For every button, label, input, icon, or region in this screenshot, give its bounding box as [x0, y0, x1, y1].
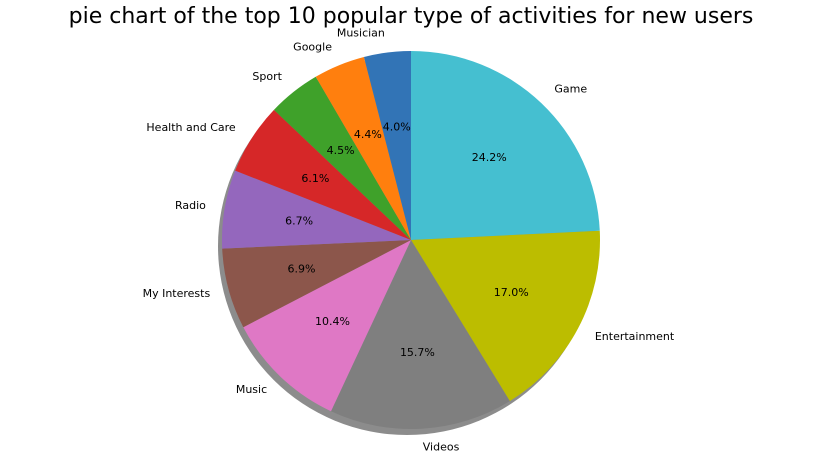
slice-label-health-and-care: Health and Care — [146, 121, 236, 134]
pct-label-radio: 6.7% — [285, 214, 313, 227]
pie-slice-sport — [273, 76, 411, 241]
pie-slice-google — [315, 56, 411, 241]
slice-labels: Game Entertainment Videos Music My Interests… — [143, 27, 675, 454]
pct-label-game: 24.2% — [472, 151, 507, 164]
pie-slice-videos — [330, 240, 510, 429]
slice-label-my-interests: My Interests — [143, 287, 211, 300]
pie-slice-game — [411, 50, 600, 240]
pie-slice-radio — [222, 170, 411, 249]
pct-label-entertainment: 17.0% — [494, 286, 529, 299]
slice-label-radio: Radio — [175, 199, 206, 212]
pie-slices — [222, 50, 601, 429]
slice-label-musician: Musician — [337, 27, 385, 40]
slice-label-game: Game — [554, 82, 587, 95]
chart-title: pie chart of the top 10 popular type of … — [68, 4, 754, 29]
pct-label-musician: 4.0% — [383, 121, 411, 134]
percent-labels: 24.2% 17.0% 15.7% 10.4% 6.9% 6.7% 6.1% 4.5% 4.4%… — [285, 121, 529, 360]
pct-label-google: 4.4% — [354, 128, 382, 141]
pct-label-my-interests: 6.9% — [288, 262, 316, 275]
slice-label-music: Music — [236, 383, 267, 396]
slice-label-google: Google — [293, 41, 332, 54]
pct-label-music: 10.4% — [315, 315, 350, 328]
slice-label-entertainment: Entertainment — [595, 330, 675, 343]
pct-label-health-and-care: 6.1% — [301, 172, 329, 185]
pct-label-videos: 15.7% — [400, 346, 435, 359]
pie-slice-music — [243, 240, 411, 412]
slice-label-videos: Videos — [423, 441, 460, 454]
pie-slice-entertainment — [411, 230, 601, 402]
pie-slice-my-interests — [222, 240, 411, 328]
slice-label-sport: Sport — [252, 70, 282, 83]
pct-label-sport: 4.5% — [327, 144, 355, 157]
pie-slice-musician — [363, 51, 411, 240]
pie-slice-health-and-care — [235, 109, 411, 241]
